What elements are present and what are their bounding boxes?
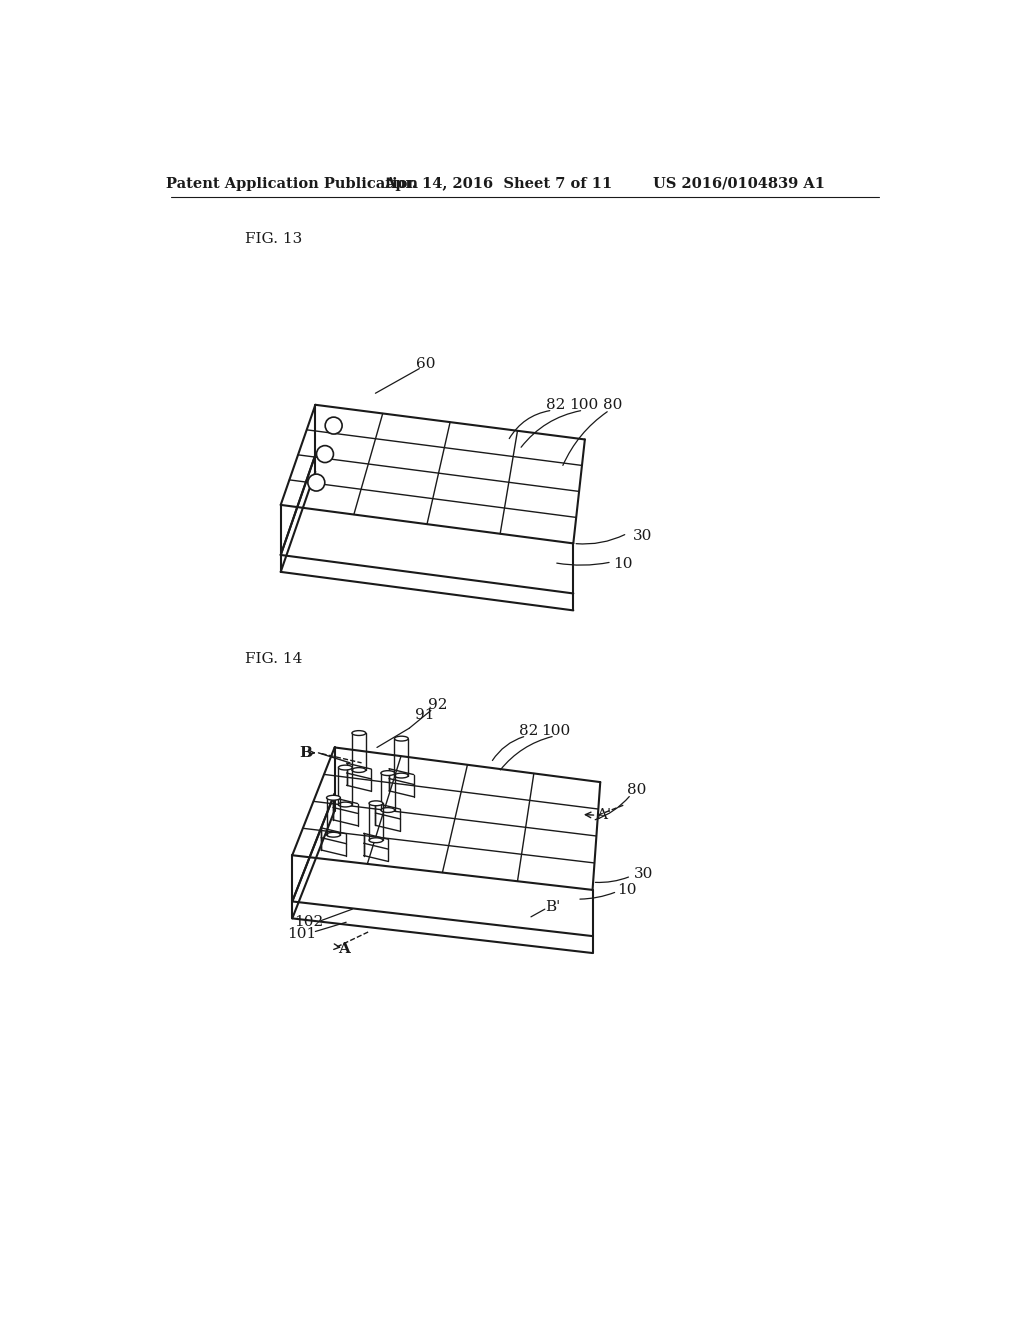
Text: Patent Application Publication: Patent Application Publication (166, 177, 418, 191)
Text: 92: 92 (428, 698, 447, 711)
Text: US 2016/0104839 A1: US 2016/0104839 A1 (653, 177, 825, 191)
Text: FIG. 13: FIG. 13 (245, 232, 302, 247)
Ellipse shape (381, 808, 394, 813)
Text: 30: 30 (634, 867, 653, 882)
Text: 10: 10 (613, 557, 633, 572)
Text: 100: 100 (541, 723, 570, 738)
Text: 82: 82 (519, 723, 539, 738)
Ellipse shape (338, 803, 352, 807)
Ellipse shape (394, 737, 409, 741)
Circle shape (316, 446, 334, 462)
Text: 60: 60 (416, 356, 435, 371)
Ellipse shape (381, 771, 394, 776)
Ellipse shape (394, 774, 409, 777)
Text: 80: 80 (627, 783, 646, 797)
Text: A: A (338, 942, 350, 956)
Text: 80: 80 (603, 397, 623, 412)
Text: 91: 91 (415, 708, 434, 722)
Ellipse shape (369, 838, 383, 842)
Ellipse shape (327, 833, 340, 837)
Text: 100: 100 (568, 397, 598, 412)
Text: FIG. 14: FIG. 14 (245, 652, 302, 665)
Text: 82: 82 (546, 397, 565, 412)
Ellipse shape (352, 768, 366, 772)
Text: B': B' (545, 900, 560, 913)
Text: B: B (300, 746, 312, 760)
Text: 101: 101 (287, 927, 316, 941)
Text: 30: 30 (633, 529, 652, 543)
Text: Apr. 14, 2016  Sheet 7 of 11: Apr. 14, 2016 Sheet 7 of 11 (384, 177, 612, 191)
Text: 10: 10 (617, 883, 637, 896)
Text: 102: 102 (295, 915, 324, 929)
Ellipse shape (352, 731, 366, 735)
Text: A': A' (597, 808, 611, 822)
Circle shape (326, 417, 342, 434)
Ellipse shape (338, 766, 352, 770)
Ellipse shape (327, 796, 340, 800)
Circle shape (308, 474, 325, 491)
Ellipse shape (369, 801, 383, 805)
